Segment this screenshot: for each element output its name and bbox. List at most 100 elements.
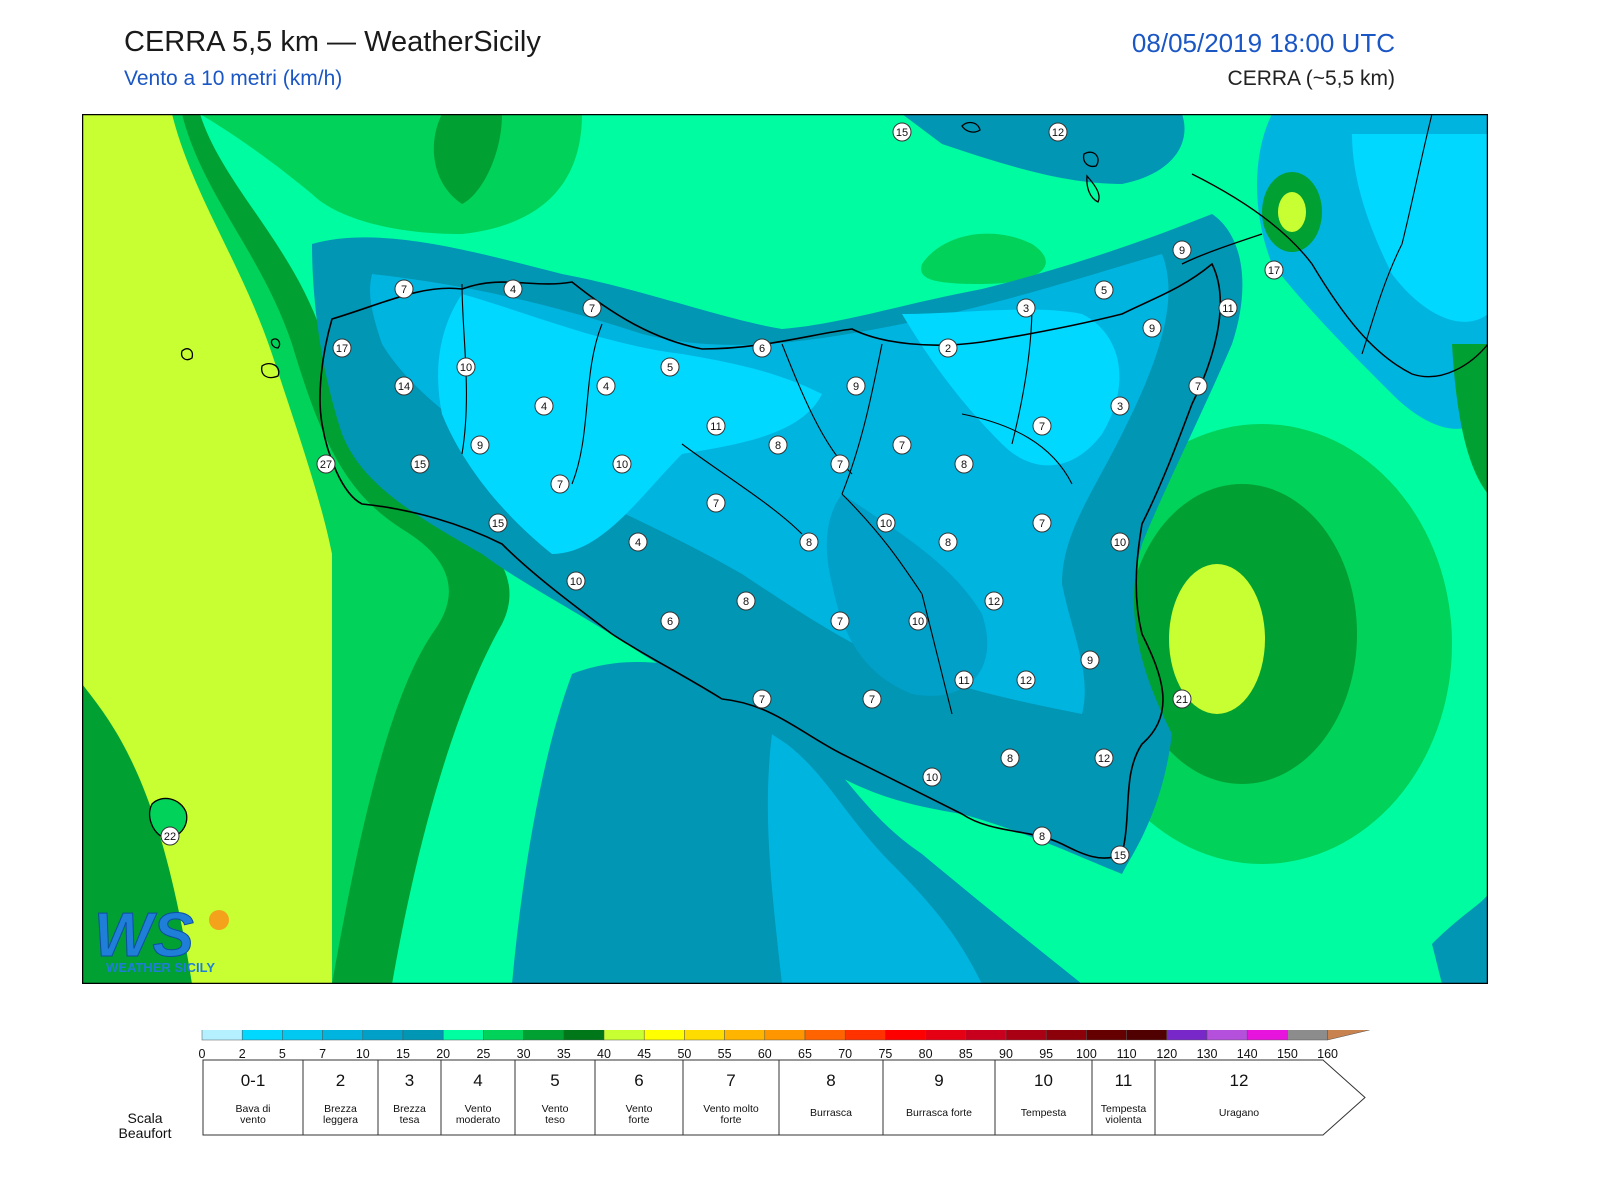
- colorbar-segment: [241, 1030, 283, 1041]
- station-marker: 12: [984, 591, 1004, 611]
- beaufort-label: leggera: [323, 1114, 358, 1126]
- station-wind-value: 22: [164, 831, 176, 843]
- colorbar-tick-label: 55: [718, 1047, 732, 1061]
- station-wind-value: 3: [1023, 303, 1029, 315]
- southwest-band: [82, 684, 192, 984]
- beaufort-label: Bava di: [235, 1103, 270, 1115]
- station-marker-circle: [612, 454, 632, 474]
- station-wind-value: 15: [492, 518, 504, 530]
- station-wind-value: 12: [1098, 753, 1110, 765]
- station-wind-value: 4: [635, 537, 641, 549]
- station-marker-circle: [938, 532, 958, 552]
- colorbar-tick-label: 110: [1117, 1047, 1137, 1061]
- colorbar-segment: [282, 1030, 323, 1041]
- station-wind-value: 6: [759, 343, 765, 355]
- station-marker: 11: [954, 670, 974, 690]
- beaufort-label: Vento: [465, 1103, 492, 1115]
- station-wind-value: 7: [837, 616, 843, 628]
- station-marker-circle: [706, 416, 726, 436]
- colorbar-segment: [965, 1030, 1007, 1041]
- station-marker: 15: [1110, 845, 1130, 865]
- logo-text: WEATHER SICILY: [106, 960, 215, 975]
- beaufort-number: 10: [1034, 1071, 1053, 1090]
- station-marker-circle: [799, 532, 819, 552]
- beaufort-label: Brezza: [393, 1103, 426, 1115]
- tyrrhenian-patch: [921, 233, 1046, 284]
- station-wind-value: 8: [806, 537, 812, 549]
- west-wind-core: [82, 114, 332, 984]
- station-wind-value: 7: [899, 440, 905, 452]
- station-marker-circle: [830, 454, 850, 474]
- station-marker-circle: [954, 454, 974, 474]
- station-marker: 8: [799, 532, 819, 552]
- station-marker: 4: [503, 279, 523, 299]
- colorbar-tick-label: 40: [597, 1047, 611, 1061]
- station-marker-circle: [1142, 318, 1162, 338]
- station-wind-value: 9: [1149, 323, 1155, 335]
- beaufort-label: Burrasca: [810, 1107, 852, 1119]
- station-marker: 7: [1032, 416, 1052, 436]
- station-wind-value: 5: [1101, 285, 1107, 297]
- station-marker-circle: [830, 611, 850, 631]
- colorbar-tick-label: 150: [1277, 1047, 1298, 1061]
- station-marker-circle: [706, 493, 726, 513]
- colorbar-tick-label: 7: [319, 1047, 326, 1061]
- beaufort-label: Vento: [626, 1103, 653, 1115]
- station-marker: 14: [394, 376, 414, 396]
- station-marker-circle: [1172, 240, 1192, 260]
- colorbar-segment: [201, 1030, 243, 1041]
- station-marker: 11: [1218, 298, 1238, 318]
- station-marker-circle: [1000, 748, 1020, 768]
- station-marker: 3: [1110, 396, 1130, 416]
- station-marker-circle: [488, 513, 508, 533]
- station-wind-value: 7: [869, 694, 875, 706]
- station-marker-circle: [394, 376, 414, 396]
- station-marker: 8: [1032, 826, 1052, 846]
- station-marker-circle: [550, 474, 570, 494]
- beaufort-label: forte: [628, 1114, 649, 1126]
- station-marker-circle: [1110, 532, 1130, 552]
- west-sicily-calm: [438, 294, 822, 554]
- station-wind-value: 2: [945, 343, 951, 355]
- colorbar-tick-label: 5: [279, 1047, 286, 1061]
- station-wind-value: 4: [541, 401, 547, 413]
- colorbar-segment: [885, 1030, 926, 1041]
- colorbar-tick-label: 65: [798, 1047, 812, 1061]
- station-wind-value: 11: [1222, 303, 1233, 315]
- station-marker: 7: [830, 611, 850, 631]
- beaufort-number: 2: [336, 1071, 345, 1090]
- station-marker-circle: [1032, 416, 1052, 436]
- station-wind-value: 17: [1268, 265, 1280, 277]
- station-values: 15 12 9 17 5 3 11 9 2 6 7 4 7 17 10 14 5 4 4 9 7 3 9 11 8 7 7 8 27 15…: [160, 122, 1284, 865]
- station-marker: 4: [596, 376, 616, 396]
- station-wind-value: 7: [557, 479, 563, 491]
- station-marker-circle: [1016, 670, 1036, 690]
- egadi-islands: [180, 338, 281, 379]
- colorbar-segment: [643, 1030, 685, 1041]
- station-marker-circle: [582, 298, 602, 318]
- station-wind-value: 15: [414, 459, 426, 471]
- colorbar-segment: [322, 1030, 364, 1041]
- station-wind-value: 10: [570, 576, 582, 588]
- colorbar-segment: [1246, 1030, 1288, 1041]
- colorbar-segment: [844, 1030, 886, 1041]
- station-marker: 2: [938, 338, 958, 358]
- station-wind-value: 7: [713, 498, 719, 510]
- colorbar-tick-label: 50: [677, 1047, 691, 1061]
- station-wind-value: 7: [401, 284, 407, 296]
- station-marker: 7: [582, 298, 602, 318]
- colorbar-segment: [925, 1030, 967, 1041]
- station-marker: 6: [752, 338, 772, 358]
- station-marker: 5: [660, 357, 680, 377]
- aeolian-islands: [961, 121, 1100, 203]
- station-marker: 8: [768, 435, 788, 455]
- station-marker: 5: [1094, 280, 1114, 300]
- station-marker-circle: [1264, 260, 1284, 280]
- weathersicily-logo: WS WEATHER SICILY: [94, 901, 229, 975]
- station-wind-value: 10: [1114, 537, 1126, 549]
- station-marker-circle: [1094, 280, 1114, 300]
- beaufort-label: forte: [720, 1114, 741, 1126]
- colorbar-tick-label: 75: [878, 1047, 892, 1061]
- beaufort-caption: Scala Beaufort: [118, 1110, 172, 1141]
- map-frame: [82, 114, 1488, 984]
